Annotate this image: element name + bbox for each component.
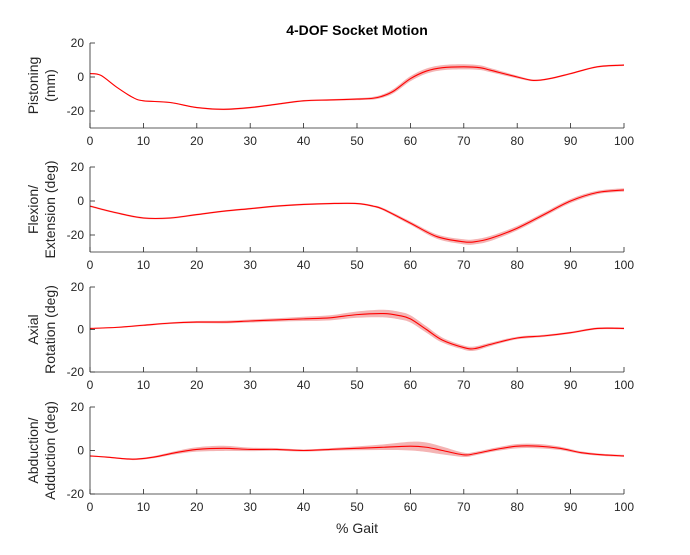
x-tick-label: 0 <box>87 378 94 392</box>
x-tick-label: 30 <box>244 134 258 148</box>
x-tick-label: 90 <box>564 134 578 148</box>
y-tick-label: 20 <box>71 400 85 414</box>
x-tick-label: 40 <box>297 258 311 272</box>
x-tick-label: 20 <box>190 258 204 272</box>
x-tick-label: 60 <box>404 500 418 514</box>
x-tick-label: 30 <box>244 258 258 272</box>
x-tick-label: 90 <box>564 500 578 514</box>
y-axis-label: (mm) <box>42 69 58 102</box>
series-line <box>89 312 625 350</box>
y-tick-label: 0 <box>77 194 84 208</box>
y-axis-label: Flexion/ <box>25 185 41 234</box>
x-tick-label: 50 <box>350 378 364 392</box>
y-tick-label: -20 <box>67 487 85 501</box>
series-line <box>89 189 625 243</box>
x-tick-label: 20 <box>190 134 204 148</box>
x-tick-label: 10 <box>137 134 151 148</box>
y-axis-label: Extension (deg) <box>42 160 58 258</box>
x-tick-label: 50 <box>350 500 364 514</box>
x-tick-label: 90 <box>564 378 578 392</box>
x-tick-label: 60 <box>404 378 418 392</box>
x-tick-label: 100 <box>614 378 634 392</box>
x-tick-label: 20 <box>190 378 204 392</box>
y-tick-label: 20 <box>71 160 85 174</box>
x-tick-label: 70 <box>457 258 471 272</box>
x-tick-label: 0 <box>87 500 94 514</box>
y-tick-label: 20 <box>71 36 85 50</box>
x-tick-label: 20 <box>190 500 204 514</box>
x-axis-label: % Gait <box>336 520 378 536</box>
y-axis-label: Rotation (deg) <box>42 285 58 374</box>
x-tick-label: 80 <box>511 378 525 392</box>
x-tick-label: 100 <box>614 134 634 148</box>
x-tick-label: 50 <box>350 134 364 148</box>
x-tick-label: 100 <box>614 500 634 514</box>
x-tick-label: 10 <box>137 500 151 514</box>
y-axis-label: Abduction/ <box>25 417 41 483</box>
x-tick-label: 50 <box>350 258 364 272</box>
x-tick-label: 100 <box>614 258 634 272</box>
x-tick-label: 80 <box>511 258 525 272</box>
x-tick-label: 30 <box>244 500 258 514</box>
y-axis-label: Pistoning <box>25 57 41 115</box>
y-tick-label: -20 <box>67 228 85 242</box>
x-tick-label: 70 <box>457 134 471 148</box>
chart-title: 4-DOF Socket Motion <box>286 22 428 38</box>
plot-area <box>90 167 624 252</box>
x-tick-label: 0 <box>87 134 94 148</box>
confidence-band <box>90 441 624 461</box>
x-tick-label: 40 <box>297 378 311 392</box>
y-axis-label: Axial <box>25 314 41 344</box>
x-tick-label: 70 <box>457 378 471 392</box>
x-tick-label: 80 <box>511 500 525 514</box>
y-axis-label: Adduction (deg) <box>42 401 58 500</box>
x-tick-label: 70 <box>457 500 471 514</box>
y-tick-label: 0 <box>77 444 84 458</box>
subplot-4: 0 10 20 30 40 50 60 70 80 90 100200-20Abduction/Ad… <box>25 400 634 514</box>
x-tick-label: 40 <box>297 134 311 148</box>
subplot-1: 0 10 20 30 40 50 60 70 80 90 100 20 0 -20 Pistoning (mm… <box>25 36 634 148</box>
plot-area <box>90 43 624 128</box>
x-tick-label: 80 <box>511 134 525 148</box>
y-tick-label: -20 <box>67 365 85 379</box>
y-tick-label: 20 <box>71 280 85 294</box>
y-tick-label: 0 <box>77 323 84 337</box>
plot-area <box>90 287 624 372</box>
x-tick-label: 10 <box>137 378 151 392</box>
y-tick-label: -20 <box>67 104 85 118</box>
subplot-2: 0 10 20 30 40 50 60 70 80 90 100 20 0 -20 Flexion/Exte… <box>25 160 634 272</box>
plot-area <box>90 407 624 494</box>
series-line <box>89 445 625 460</box>
x-tick-label: 10 <box>137 258 151 272</box>
series-line <box>89 64 625 110</box>
y-tick-label: 0 <box>77 70 84 84</box>
x-tick-label: 40 <box>297 500 311 514</box>
x-tick-label: 60 <box>404 134 418 148</box>
x-tick-label: 0 <box>87 258 94 272</box>
x-tick-label: 30 <box>244 378 258 392</box>
x-tick-label: 90 <box>564 258 578 272</box>
x-tick-label: 60 <box>404 258 418 272</box>
